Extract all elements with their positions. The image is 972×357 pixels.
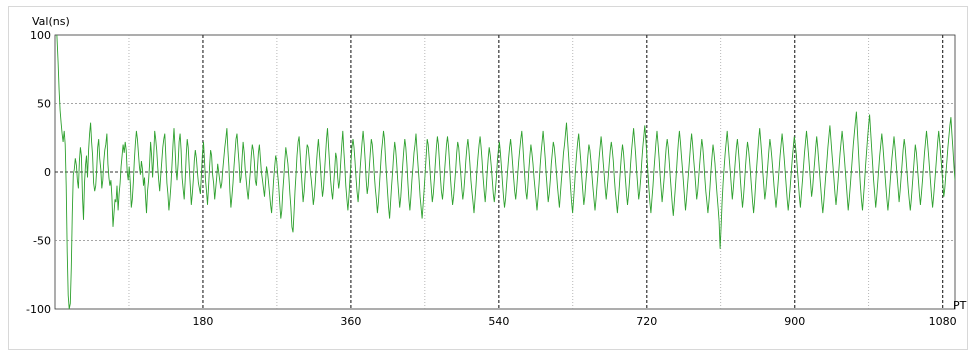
- tick-labels: 180 360 540 720 900 1080 100 50 0 -50 -100: [26, 29, 957, 328]
- x-tick-label: 720: [636, 315, 657, 328]
- x-tick-label: 540: [488, 315, 509, 328]
- x-axis-label: PTP: [953, 299, 967, 312]
- y-tick-label: 100: [30, 29, 51, 42]
- y-tick-label: 0: [44, 166, 51, 179]
- x-tick-label: 900: [784, 315, 805, 328]
- x-tick-label: 180: [192, 315, 213, 328]
- series-layer: [56, 35, 955, 309]
- x-tick-label: 1080: [929, 315, 957, 328]
- y-tick-label: -50: [33, 235, 51, 248]
- y-axis-label: Val(ns): [32, 15, 70, 28]
- series-line: [56, 35, 955, 309]
- grid-lines: [54, 34, 956, 310]
- line-chart: 180 360 540 720 900 1080 100 50 0 -50 -100 Val(ns)…: [26, 15, 967, 328]
- y-tick-label: 50: [37, 98, 51, 111]
- x-tick-label: 360: [340, 315, 361, 328]
- y-tick-label: -100: [26, 303, 51, 316]
- chart-frame: 180 360 540 720 900 1080 100 50 0 -50 -100 Val(ns)…: [8, 6, 968, 350]
